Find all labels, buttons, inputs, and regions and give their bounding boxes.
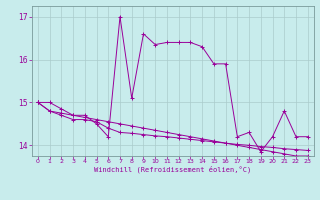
X-axis label: Windchill (Refroidissement éolien,°C): Windchill (Refroidissement éolien,°C): [94, 166, 252, 173]
